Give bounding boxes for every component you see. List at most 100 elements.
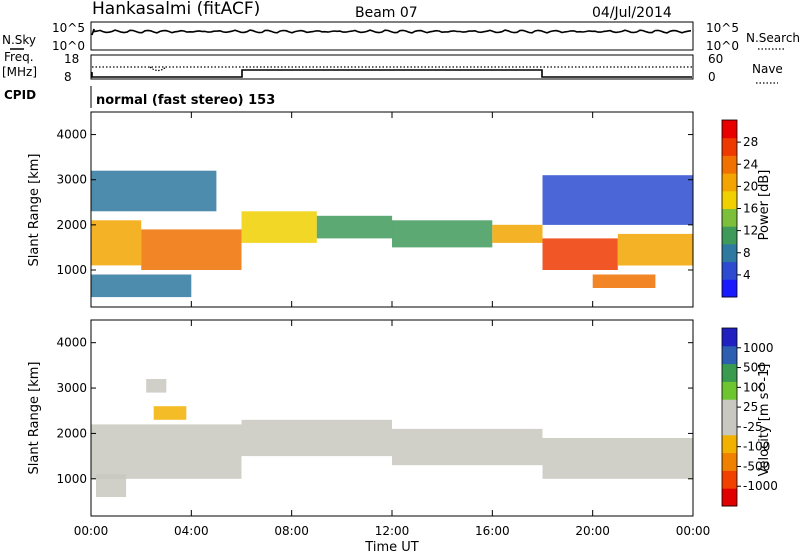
colorbar-segment: [722, 279, 737, 298]
xtick-label: 00:00: [74, 524, 109, 538]
colorbar-segment: [722, 226, 737, 245]
colorbar-segment: [722, 434, 737, 454]
date-title: 04/Jul/2014: [592, 5, 672, 21]
colorbar-segment: [722, 328, 737, 347]
colorbar-tick-label: 1000: [743, 341, 774, 355]
colorbar-segment: [722, 399, 737, 418]
colorbar-segment: [722, 190, 737, 209]
nave-right-tick-bottom: 0: [708, 70, 716, 84]
freq-left-tick-bottom: 8: [64, 70, 72, 84]
nave-dip: [149, 66, 167, 72]
colorbar-tick-label: 16: [743, 202, 758, 216]
velocity-band-3: [542, 438, 693, 479]
x-axis-label: Time UT: [364, 540, 418, 554]
velocity-ylabel: Slant Range [km]: [27, 362, 42, 475]
ytick-label: 1000: [56, 263, 87, 277]
colorbar-tick-label: 500: [743, 361, 766, 375]
velocity-band-2: [392, 428, 543, 466]
noise-left-tick-top: 10^5: [52, 21, 85, 35]
colorbar-tick-label: 25: [743, 400, 758, 414]
power-band-3: [316, 215, 393, 239]
velocity-band-group: [91, 379, 693, 497]
velocity-band-5: [153, 406, 187, 420]
ytick-label: 2000: [56, 426, 87, 440]
velocity-colorbar: 1000 500 100 25 -25 -100 -500 -1000: [721, 327, 778, 507]
freq-trace: [91, 69, 692, 78]
xtick-label: 00:00: [676, 524, 711, 538]
ytick-label: 1000: [56, 472, 87, 486]
freq-left-tick-top: 18: [64, 52, 79, 66]
colorbar-segment: [722, 261, 737, 280]
ytick-label: 3000: [56, 173, 87, 187]
power-band-7: [617, 233, 694, 266]
colorbar-frame: [721, 327, 738, 507]
colorbar-segment: [722, 470, 737, 489]
noise-left-label: N.Sky: [2, 33, 36, 47]
cpid-value: normal (fast stereo) 153: [96, 93, 275, 108]
colorbar-segment: [722, 137, 737, 156]
power-panel: 4000 3000 2000 1000 Slant Range [km] 28 24 20…: [27, 111, 772, 308]
colorbar-tick-label: -25: [743, 420, 763, 434]
colorbar-segment: [722, 417, 737, 436]
power-band-1: [141, 229, 242, 270]
colorbar-tick-label: 24: [743, 157, 758, 171]
power-band-9: [91, 170, 217, 212]
colorbar-tick-label: 28: [743, 135, 758, 149]
xtick-label: 08:00: [274, 524, 309, 538]
noise-panel-frame: [90, 21, 694, 51]
noise-right-tick-bottom: 10^0: [706, 39, 739, 53]
power-band-4: [392, 220, 493, 248]
power-colorbar-label: Power [dB]: [757, 170, 772, 241]
ytick-label: 4000: [56, 336, 87, 350]
power-band-group: [91, 170, 694, 298]
colorbar-tick-label: -1000: [743, 479, 778, 493]
power-band-2: [241, 211, 317, 243]
noise-left-tick-bottom: 10^0: [52, 39, 85, 53]
colorbar-segment: [722, 363, 737, 382]
power-band-6: [542, 238, 618, 270]
freq-left-unit: [MHz]: [2, 65, 37, 79]
power-band-8: [91, 274, 192, 298]
velocity-band-6: [146, 379, 167, 393]
colorbar-segment: [722, 243, 737, 263]
ytick-label: 3000: [56, 381, 87, 395]
power-band-11: [592, 274, 656, 288]
ytick-label: 2000: [56, 218, 87, 232]
freq-left-label: Freq.: [4, 50, 34, 64]
xtick-label: 16:00: [475, 524, 510, 538]
x-tick-group: 00:00 04:00 08:00 12:00 16:00 20:00 00:00: [74, 112, 711, 538]
velocity-colorbar-label: Velocity [m s^-1]: [757, 364, 772, 477]
velocity-band-4: [96, 474, 127, 497]
colorbar-segment: [722, 452, 737, 471]
colorbar-tick-label: 100: [743, 380, 766, 394]
power-band-0: [91, 220, 142, 266]
xtick-label: 12:00: [375, 524, 410, 538]
nave-right-tick-top: 60: [708, 52, 723, 66]
velocity-band-0: [91, 424, 242, 479]
power-colorbar: 28 24 20 16 12 8 4: [721, 119, 758, 298]
colorbar-segment: [722, 345, 737, 365]
colorbar-segment: [722, 488, 737, 507]
velocity-ytick-group: 4000 3000 2000 1000: [56, 336, 693, 486]
colorbar-tick-label: 12: [743, 224, 758, 238]
xtick-label: 20:00: [575, 524, 610, 538]
cpid-label: CPID: [4, 88, 36, 102]
power-band-10: [542, 175, 693, 225]
colorbar-tick-label: -500: [743, 459, 770, 473]
ytick-label: 4000: [56, 128, 87, 142]
beam-title: Beam 07: [355, 5, 418, 21]
noise-right-label: N.Search: [746, 31, 800, 45]
power-band-5: [492, 224, 543, 243]
freq-panel-frame: [90, 54, 694, 80]
colorbar-segment: [722, 120, 737, 139]
velocity-panel: 4000 3000 2000 1000 Slant Range [km] 1000 50…: [27, 319, 778, 517]
nave-right-label: Nave: [752, 62, 783, 76]
station-title: Hankasalmi (fitACF): [92, 0, 260, 19]
xtick-label: 04:00: [174, 524, 209, 538]
colorbar-segment: [722, 173, 737, 192]
colorbar-tick-label: 8: [743, 246, 751, 260]
colorbar-segment: [722, 381, 737, 400]
power-ylabel: Slant Range [km]: [27, 154, 42, 267]
colorbar-tick-label: 20: [743, 179, 758, 193]
